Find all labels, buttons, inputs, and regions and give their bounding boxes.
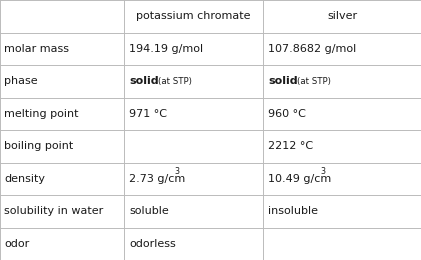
Text: 3: 3 xyxy=(321,167,326,176)
Text: solid: solid xyxy=(129,76,159,86)
Text: solubility in water: solubility in water xyxy=(4,206,104,216)
Text: 2.73 g/cm: 2.73 g/cm xyxy=(129,174,186,184)
Text: (at STP): (at STP) xyxy=(297,77,330,86)
Text: melting point: melting point xyxy=(4,109,79,119)
Text: boiling point: boiling point xyxy=(4,141,73,151)
Text: solid: solid xyxy=(268,76,298,86)
Text: molar mass: molar mass xyxy=(4,44,69,54)
Text: potassium chromate: potassium chromate xyxy=(136,11,251,21)
Text: (at STP): (at STP) xyxy=(158,77,192,86)
Text: silver: silver xyxy=(327,11,357,21)
Text: density: density xyxy=(4,174,45,184)
Text: odorless: odorless xyxy=(129,239,176,249)
Text: odor: odor xyxy=(4,239,29,249)
Text: 194.19 g/mol: 194.19 g/mol xyxy=(129,44,203,54)
Text: phase: phase xyxy=(4,76,38,86)
Text: 960 °C: 960 °C xyxy=(268,109,306,119)
Text: 971 °C: 971 °C xyxy=(129,109,167,119)
Text: 3: 3 xyxy=(175,167,180,176)
Text: 10.49 g/cm: 10.49 g/cm xyxy=(268,174,331,184)
Text: insoluble: insoluble xyxy=(268,206,318,216)
Text: 107.8682 g/mol: 107.8682 g/mol xyxy=(268,44,357,54)
Text: soluble: soluble xyxy=(129,206,169,216)
Text: 2212 °C: 2212 °C xyxy=(268,141,313,151)
